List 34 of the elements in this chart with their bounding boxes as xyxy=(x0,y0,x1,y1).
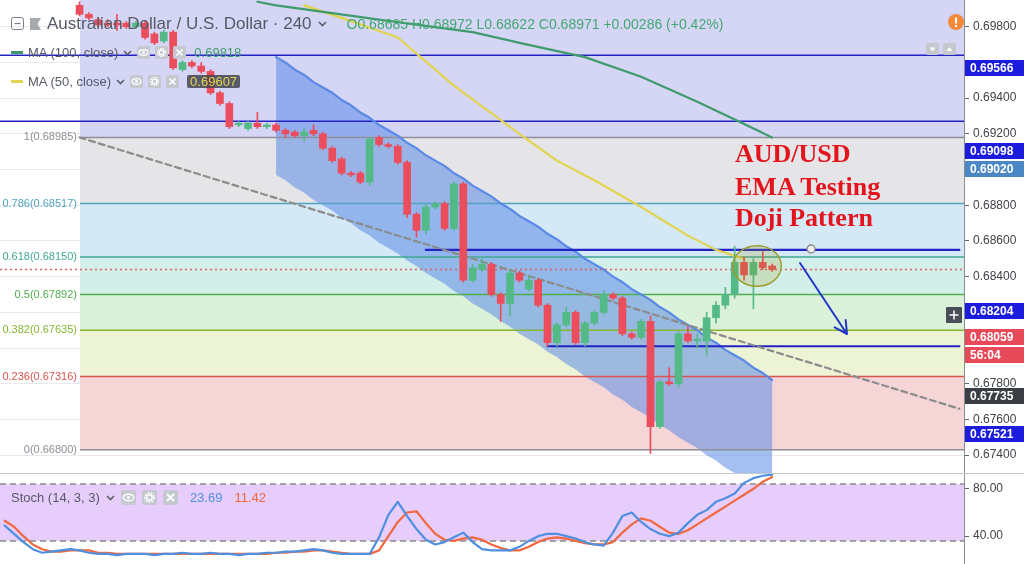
text: 0.69098 xyxy=(965,143,1024,159)
annotation: 0(0.66800) xyxy=(23,442,77,455)
text: 0.67521 xyxy=(965,426,1024,442)
y-tick-label: 0.68600 xyxy=(973,233,1017,248)
text: Stoch (14, 3, 3) xyxy=(11,490,100,505)
y-tick-label: 0.68800 xyxy=(973,197,1017,212)
y-tick-label: 80.00 xyxy=(973,481,1004,496)
annotation: Doji Pattern xyxy=(735,203,873,232)
annotation: 0.5(0.67892) xyxy=(14,287,77,300)
text: 0.68204 xyxy=(965,303,1024,319)
annotation: 0.69607 xyxy=(187,74,241,89)
y-tick-label: 0.69400 xyxy=(973,90,1017,105)
annotation: 1(0.68985) xyxy=(23,130,77,143)
annotation: EMA Testing xyxy=(735,172,881,201)
text: 56:04 xyxy=(965,347,1024,363)
annotation: 0.236(0.67316) xyxy=(2,369,77,382)
y-tick-label: 0.67800 xyxy=(973,376,1017,391)
y-tick-label: 0.67400 xyxy=(973,447,1017,462)
y-tick-label: 0.69800 xyxy=(973,19,1017,34)
annotation: 23.69 xyxy=(189,490,223,505)
y-tick-label: 0.67600 xyxy=(973,411,1017,426)
annotation: 0.618(0.68150) xyxy=(2,250,77,263)
text: 0.67735 xyxy=(965,388,1024,404)
y-tick-label: 0.68400 xyxy=(973,268,1017,283)
text: 0.69566 xyxy=(965,60,1024,76)
annotation: AUD/USD xyxy=(735,139,851,168)
text: 0.69020 xyxy=(965,161,1024,177)
legend-label: MA (50, close) xyxy=(28,74,112,89)
annotation: 0.786(0.68517) xyxy=(2,196,77,209)
y-tick-label: 40.00 xyxy=(973,528,1004,543)
text: 0.68059 xyxy=(965,329,1024,345)
y-tick-label: 0.69200 xyxy=(973,126,1017,141)
annotation: 0.382(0.67635) xyxy=(2,323,77,336)
annotation: 11.42 xyxy=(234,490,267,505)
